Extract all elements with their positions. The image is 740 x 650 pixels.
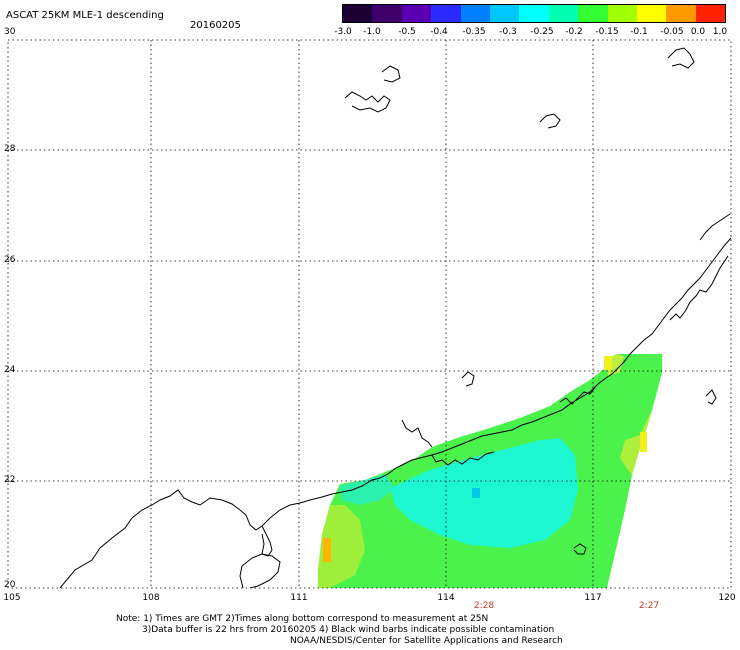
colorbar-segment	[578, 5, 608, 22]
colorbar-label: -0.4	[430, 27, 448, 37]
coastline-mainland	[59, 237, 731, 588]
coastline-zhejiang	[699, 213, 731, 241]
pass-time-left: 2:28	[473, 601, 495, 611]
colorbar-segment	[460, 5, 490, 22]
lat-label: 26	[4, 255, 16, 265]
island-north-4	[667, 47, 695, 69]
colorbar-segment	[636, 5, 667, 22]
colorbar-label: -0.3	[499, 27, 517, 37]
colorbar-label: -1.0	[363, 27, 381, 37]
colorbar-segment	[431, 5, 461, 22]
colorbar	[342, 4, 726, 23]
data-swath	[318, 354, 662, 588]
footnote-line-1: Note: 1) Times are GMT 2)Times along bot…	[116, 614, 489, 624]
lon-label: 114	[437, 593, 455, 603]
lon-label: 111	[290, 593, 308, 603]
island-taiwan-n	[705, 389, 717, 405]
map-date: 20160205	[190, 20, 241, 31]
island-wanshan	[573, 543, 587, 555]
coastline-taiwan-strait	[559, 385, 597, 405]
lon-label: 117	[584, 593, 602, 603]
island-north-2	[381, 65, 401, 83]
island-north-3	[539, 113, 561, 129]
colorbar-label: -3.0	[334, 27, 352, 37]
lon-label: 105	[3, 593, 21, 603]
island-nw	[118, 34, 126, 38]
colorbar-segment	[695, 5, 726, 22]
coastline-hk-islands	[431, 451, 495, 466]
coastline-hainan	[239, 553, 281, 588]
lat-label: 24	[4, 365, 16, 375]
colorbar-label: -0.15	[595, 27, 619, 37]
island-north-1	[344, 91, 391, 113]
swath-yellow-spot	[640, 432, 647, 452]
map-title: ASCAT 25KM MLE-1 descending	[6, 10, 164, 21]
colorbar-label: -0.1	[630, 27, 648, 37]
lat-label: 30	[4, 27, 16, 37]
colorbar-segment	[489, 5, 520, 22]
colorbar-label: -0.35	[462, 27, 486, 37]
colorbar-segment	[372, 5, 402, 22]
colorbar-segment	[343, 5, 373, 22]
colorbar-label: 1.0	[712, 27, 728, 37]
swath-blue-spot	[472, 488, 480, 498]
colorbar-label: -0.25	[530, 27, 554, 37]
swath-cyan-core	[390, 438, 578, 548]
swath-yellowgreen-se	[620, 410, 652, 475]
pass-time-right: 2:27	[638, 601, 660, 611]
swath-yellow-spot-2	[604, 356, 612, 370]
coastline-north-fujian	[669, 255, 729, 321]
plot-frame	[7, 39, 732, 589]
lon-label: 108	[142, 593, 160, 603]
footnote-line-3: NOAA/NESDIS/Center for Satellite Applica…	[290, 636, 563, 646]
colorbar-label: -0.05	[660, 27, 684, 37]
lat-label: 28	[4, 144, 16, 154]
island-penghu	[461, 371, 475, 387]
coastline-inland-north	[401, 419, 433, 448]
lat-label: 20	[4, 580, 16, 590]
footnote-line-2: 3)Data buffer is 22 hrs from 20160205 4)…	[142, 625, 555, 635]
colorbar-labels: -3.0 -1.0 -0.5 -0.4 -0.35 -0.3 -0.25 -0.…	[330, 27, 730, 39]
swath-yellowgreen-sw	[318, 505, 365, 588]
colorbar-segment	[607, 5, 637, 22]
colorbar-segment	[548, 5, 579, 22]
colorbar-segment	[401, 5, 432, 22]
coastline	[59, 34, 731, 588]
colorbar-segment	[519, 5, 549, 22]
lat-label: 22	[4, 475, 16, 485]
colorbar-label: -0.5	[398, 27, 416, 37]
swath-cyan-west	[340, 474, 395, 505]
swath-orange-spot	[323, 538, 331, 562]
colorbar-label: -0.2	[565, 27, 583, 37]
coastline-leizhou	[261, 525, 273, 557]
colorbar-segment	[666, 5, 696, 22]
lon-label: 120	[718, 593, 736, 603]
colorbar-label: 0.0	[690, 27, 706, 37]
